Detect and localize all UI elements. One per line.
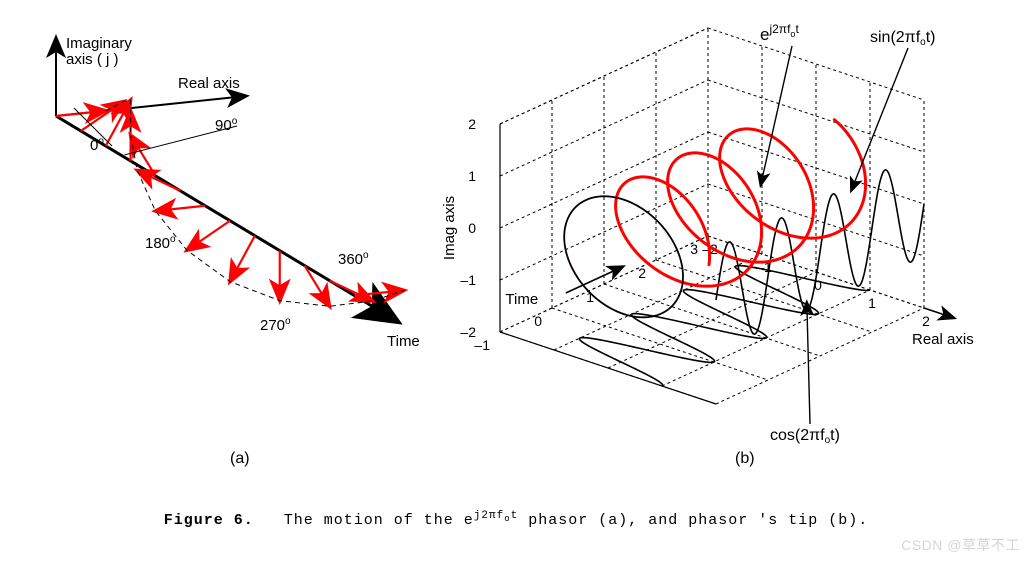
svg-text:2: 2 <box>468 116 476 132</box>
svg-text:1: 1 <box>586 289 594 305</box>
caption-prefix: Figure 6. <box>164 512 254 529</box>
caption-body-2: phasor (a), and phasor 's tip (b). <box>518 512 868 529</box>
caption-body-1: The motion of the e <box>284 512 474 529</box>
svg-text:–1: –1 <box>460 272 476 288</box>
svg-text:270o: 270o <box>260 316 291 334</box>
panel-a-sublabel: (a) <box>230 450 250 468</box>
svg-text:360o: 360o <box>338 250 369 268</box>
svg-text:0o: 0o <box>90 136 104 154</box>
figure-canvas: Imaginaryaxis ( j ) Real axis Time 0o 90o 180… <box>0 0 1032 480</box>
svg-text:2: 2 <box>638 265 646 281</box>
svg-text:2: 2 <box>922 313 930 329</box>
panel-a: Imaginaryaxis ( j ) Real axis Time 0o 90o 180… <box>56 35 420 350</box>
svg-text:sin(2πfot): sin(2πfot) <box>870 29 936 48</box>
panel-b-sublabel: (b) <box>735 450 755 468</box>
svg-text:cos(2πfot): cos(2πfot) <box>770 427 840 446</box>
svg-text:0: 0 <box>468 220 476 236</box>
svg-text:–1: –1 <box>474 337 490 353</box>
figure-caption: Figure 6. The motion of the ej2πfot phas… <box>0 510 1032 529</box>
svg-text:0: 0 <box>534 313 542 329</box>
svg-text:Imaginary: Imaginary <box>66 35 132 52</box>
svg-text:Real axis: Real axis <box>912 331 974 348</box>
svg-text:ej2πfot: ej2πfot <box>760 22 799 44</box>
svg-text:axis ( j ): axis ( j ) <box>66 51 119 68</box>
svg-text:90o: 90o <box>215 116 238 134</box>
svg-text:1: 1 <box>468 168 476 184</box>
svg-text:1: 1 <box>868 295 876 311</box>
svg-text:3: 3 <box>690 241 698 257</box>
panel-b: Imag axisReal axisTime–2–1012–2–1012–101… <box>441 22 974 446</box>
watermark: CSDN @草草不工 <box>901 535 1020 555</box>
svg-text:Imag axis: Imag axis <box>441 196 458 260</box>
svg-text:Time: Time <box>505 291 538 308</box>
svg-text:Time: Time <box>387 333 420 350</box>
caption-exp: j2πf <box>474 510 504 522</box>
svg-text:180o: 180o <box>145 234 176 252</box>
svg-text:Real axis: Real axis <box>178 75 240 92</box>
